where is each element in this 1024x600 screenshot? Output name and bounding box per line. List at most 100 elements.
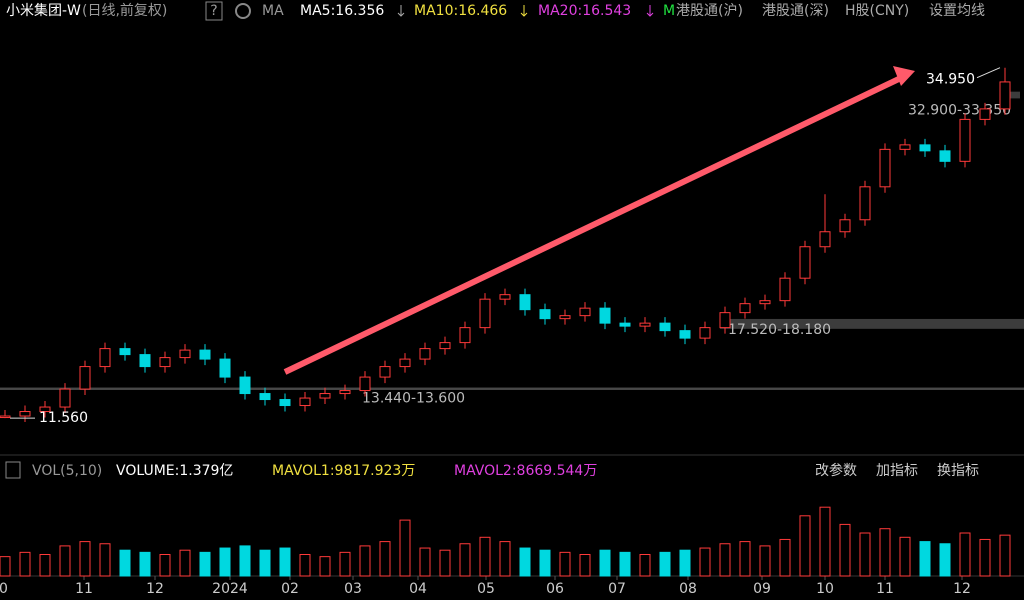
volume-bar	[359, 545, 371, 577]
zone-label: 17.520-18.180	[728, 322, 831, 338]
trend-arrow-head	[893, 66, 915, 86]
volume-bar	[0, 556, 11, 577]
button[interactable]: 加指标	[876, 463, 918, 479]
arrow-icon	[646, 5, 654, 17]
volume-bar	[779, 538, 791, 577]
button[interactable]: 改参数	[815, 462, 857, 479]
volume-bar	[399, 519, 411, 577]
candle-body	[959, 118, 971, 162]
volume-bar	[139, 551, 151, 577]
candle-body	[739, 303, 751, 314]
candle-body	[39, 406, 51, 413]
stock-name: 小米集团-W	[6, 2, 81, 19]
x-tick-label: 08	[679, 581, 697, 597]
settings-icon[interactable]	[235, 3, 251, 19]
ma-more: M	[663, 3, 675, 19]
volume-bar	[579, 554, 591, 577]
link[interactable]: 设置均线	[929, 3, 985, 19]
candle-body	[79, 366, 91, 390]
volume-bar	[419, 547, 431, 577]
candle-body	[219, 358, 231, 378]
candle-body	[99, 348, 111, 368]
volume-bar	[799, 515, 811, 577]
candle-body	[139, 354, 151, 368]
volume-bar	[379, 541, 391, 577]
arrow-icon	[397, 5, 405, 17]
x-tick-label: 03	[344, 581, 362, 597]
candle-body	[259, 393, 271, 401]
volume-bar	[439, 549, 451, 577]
link[interactable]: 港股通(沪)	[676, 3, 743, 19]
candle-body	[0, 415, 11, 419]
candle-body	[699, 327, 711, 339]
collapse-box[interactable]	[5, 461, 21, 479]
volume-bar	[519, 547, 531, 577]
volume-bar	[559, 551, 571, 577]
candle-body	[59, 388, 71, 408]
volume-bar	[179, 549, 191, 577]
volume-bar	[99, 543, 111, 577]
volume-bar	[979, 538, 991, 577]
x-tick-label: 12	[146, 581, 164, 597]
vol-mavol1: MAVOL1:9817.923万	[272, 463, 415, 479]
vol-volume: VOLUME:1.379亿	[116, 463, 233, 479]
candle-body	[539, 309, 551, 320]
candle-body	[19, 411, 31, 417]
zone-label: 32.900-33.350	[908, 103, 1011, 119]
candle-body	[119, 348, 131, 356]
volume-bar	[19, 551, 31, 577]
volume-bar	[959, 532, 971, 577]
volume-bar	[919, 541, 931, 577]
x-tick-label: 07	[608, 581, 626, 597]
trend-arrow	[283, 73, 907, 375]
candle-body	[559, 315, 571, 320]
candle-body	[319, 393, 331, 399]
x-tick-label: 12	[953, 581, 971, 597]
volume-bar	[819, 506, 831, 577]
candle-body	[359, 376, 371, 392]
volume-bar	[619, 551, 631, 577]
max-label: 34.950	[926, 72, 975, 88]
help[interactable]: ?	[210, 3, 217, 19]
help-box[interactable]	[205, 1, 223, 21]
mode: (日线,前复权)	[82, 2, 167, 19]
volume-bar	[599, 549, 611, 577]
zone-band	[0, 387, 1024, 390]
candle-body	[779, 277, 791, 302]
candle-body	[599, 307, 611, 324]
volume-bar	[479, 536, 491, 577]
link[interactable]: 港股通(深)	[762, 3, 829, 19]
candle-body	[299, 397, 311, 407]
candle-body	[679, 330, 691, 339]
volume-bar	[539, 549, 551, 577]
x-tick-label: 10	[0, 581, 8, 597]
x-tick-label: 04	[409, 581, 427, 597]
volume-bar	[199, 551, 211, 577]
link[interactable]: H股(CNY)	[845, 3, 909, 19]
volume-bar	[999, 534, 1011, 577]
volume-bar	[639, 554, 651, 577]
volume-bar	[239, 545, 251, 577]
zone-label: 13.440-13.600	[362, 391, 465, 407]
candle-body	[439, 342, 451, 350]
candle-body	[659, 322, 671, 332]
candle-body	[979, 108, 991, 120]
volume-bar	[899, 536, 911, 577]
button[interactable]: 换指标	[937, 462, 979, 479]
candle-body	[619, 322, 631, 327]
candle-body	[279, 399, 291, 407]
max-pointer	[976, 67, 1001, 79]
candle-body	[759, 300, 771, 305]
vol-indicator: VOL(5,10)	[32, 463, 102, 479]
volume-bar	[59, 545, 71, 577]
candle-body	[399, 358, 411, 368]
ma10: MA10:16.466	[414, 3, 507, 19]
volume-bar	[499, 541, 511, 577]
candle-body	[499, 294, 511, 300]
volume-bar	[299, 554, 311, 577]
volume-bar	[839, 523, 851, 577]
zone-band	[1005, 91, 1020, 99]
candle-body	[719, 312, 731, 329]
x-tick-label: 02	[281, 581, 299, 597]
